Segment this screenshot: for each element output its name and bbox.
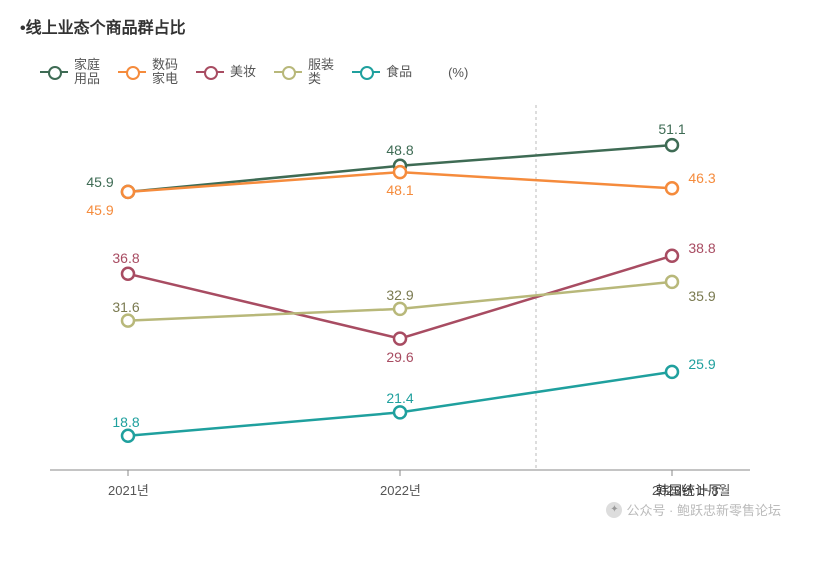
x-axis-label: 2021년 (108, 480, 149, 499)
data-label: 38.8 (688, 240, 715, 256)
chart-plot: 45.9 48.8 51.1 45.9 48.1 46.3 36.8 29.6 38.8 31.6… (40, 100, 760, 510)
legend-label-apparel: 服装 类 (308, 58, 334, 87)
data-label: 32.9 (386, 287, 413, 303)
watermark-text: 公众号 · 鲍跃忠新零售论坛 (626, 500, 781, 519)
legend-item-digital: 数码 家电 (118, 58, 178, 87)
watermark: ✦ 公众号 · 鲍跃忠新零售论坛 (606, 500, 781, 519)
data-label: 29.6 (386, 349, 413, 365)
data-label: 46.3 (688, 170, 715, 186)
wechat-icon: ✦ (606, 502, 622, 518)
data-label: 48.8 (386, 142, 413, 158)
legend: 家庭 用品 数码 家电 美妆 服装 类 食品 (%) (40, 58, 468, 87)
legend-label-beauty: 美妆 (230, 65, 256, 79)
data-label: 31.6 (112, 299, 139, 315)
legend-item-apparel: 服装 类 (274, 58, 334, 87)
legend-marker-digital (118, 65, 146, 79)
data-label: 21.4 (386, 390, 413, 406)
legend-marker-household (40, 65, 68, 79)
legend-item-household: 家庭 用品 (40, 58, 100, 87)
data-label: 25.9 (688, 356, 715, 372)
x-axis-label: 2022년 (380, 480, 421, 499)
legend-marker-beauty (196, 65, 224, 79)
chart-svg (40, 100, 760, 510)
source-label: 韩国统计厅 (656, 480, 721, 499)
data-label: 36.8 (112, 250, 139, 266)
legend-label-digital: 数码 家电 (152, 58, 178, 87)
data-label: 45.9 (86, 202, 113, 218)
legend-item-beauty: 美妆 (196, 65, 256, 79)
chart-title: •线上业态个商品群占比 (20, 14, 186, 38)
data-label: 35.9 (688, 288, 715, 304)
data-label: 48.1 (386, 182, 413, 198)
legend-unit: (%) (448, 65, 468, 80)
legend-label-food: 食品 (386, 65, 412, 79)
data-label: 45.9 (86, 174, 113, 190)
chart-container: •线上业态个商品群占比 家庭 用品 数码 家电 美妆 服装 类 食品 (%) 45.9 48… (0, 0, 831, 567)
legend-marker-apparel (274, 65, 302, 79)
data-label: 18.8 (112, 414, 139, 430)
legend-marker-food (352, 65, 380, 79)
legend-item-food: 食品 (352, 65, 412, 79)
legend-label-household: 家庭 用品 (74, 58, 100, 87)
data-label: 51.1 (658, 121, 685, 137)
